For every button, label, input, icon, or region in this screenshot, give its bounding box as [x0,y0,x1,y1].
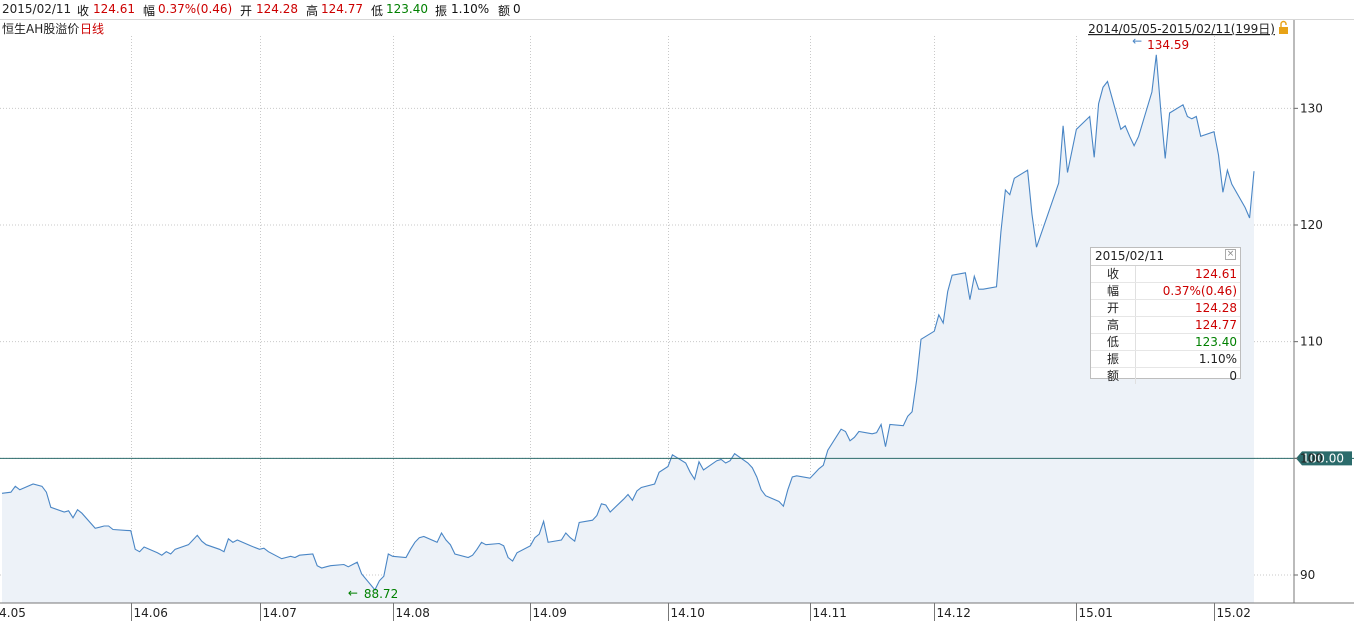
tooltip-row-open: 开 124.28 [1091,300,1240,317]
tooltip-row-change: 幅 0.37%(0.46) [1091,283,1240,300]
min-point-annotation: ← 88.72 [348,586,398,601]
low-label: 低 [371,4,384,18]
tooltip-value: 124.28 [1195,301,1237,315]
tooltip-header: 2015/02/11 × [1091,248,1240,266]
reference-tag-label: 100.00 [1302,451,1344,465]
y-axis: 90 100 110 120 130 [1293,20,1323,603]
data-tooltip-panel: 2015/02/11 × 收 124.61 幅 0.37%(0.46) 开 12… [1090,247,1241,384]
x-tick-label: 14.08 [396,606,430,620]
lock-icon[interactable] [1279,20,1288,35]
x-tick-label: 14.05 [0,606,26,620]
x-axis: 14.05 14.06 14.07 14.08 14.09 14.10 14.11 14.12… [0,602,1354,621]
tooltip-key: 幅 [1091,283,1136,299]
x-tick-label: 15.01 [1079,606,1113,620]
y-tick-label: 90 [1300,568,1315,582]
x-tick-label: 15.02 [1217,606,1251,620]
x-tick-label: 14.06 [134,606,168,620]
tooltip-row-high: 高 124.77 [1091,317,1240,334]
x-tick-label: 14.10 [671,606,705,620]
chart-title: 恒生AH股溢价 [2,22,79,36]
open-label: 开 [240,4,253,18]
y-tick-label: 110 [1300,335,1323,349]
tooltip-row-low: 低 123.40 [1091,334,1240,351]
x-tick-label: 14.11 [813,606,847,620]
period-label[interactable]: 日线 [80,22,104,36]
tooltip-value: 0.37%(0.46) [1162,284,1237,298]
amplitude-value: 1.10% [451,2,490,16]
min-arrow-icon: ← [348,586,358,600]
amount-value: 0 [513,2,521,16]
close-value: 124.61 [93,2,135,16]
tooltip-row-amount: 额 0 [1091,368,1240,384]
change-value: 0.37%(0.46) [158,2,233,16]
reference-value-tag: 100.00 [1296,451,1352,466]
tooltip-value: 123.40 [1195,335,1237,349]
open-value: 124.28 [256,2,298,16]
close-label: 收 [77,4,90,18]
x-tick-label: 14.12 [937,606,971,620]
tooltip-value: 1.10% [1198,352,1237,366]
amplitude-label: 振 [435,4,448,18]
amount-label: 额 [498,4,511,18]
y-tick-label: 120 [1300,218,1323,232]
tooltip-key: 振 [1091,351,1136,367]
quote-date: 2015/02/11 [2,2,72,16]
tooltip-key: 高 [1091,317,1136,333]
y-tick-label: 100 [1300,451,1323,465]
low-value: 123.40 [386,2,428,16]
min-point-label: 88.72 [364,587,398,601]
x-tick-label: 14.07 [263,606,297,620]
high-value: 124.77 [321,2,363,16]
tooltip-key: 额 [1091,368,1136,384]
max-point-annotation: ← 134.59 [1132,34,1189,52]
close-icon[interactable]: × [1225,249,1236,260]
tooltip-key: 开 [1091,300,1136,316]
tooltip-date: 2015/02/11 [1095,249,1165,263]
tooltip-value: 0 [1229,369,1237,383]
series-area-fill [2,54,1254,604]
y-tick-label: 130 [1300,101,1323,115]
series-line[interactable] [1,54,1255,591]
tooltip-row-close: 收 124.61 [1091,266,1240,283]
max-arrow-icon: ← [1132,34,1142,48]
date-range-label[interactable]: 2014/05/05-2015/02/11(199日) [1088,22,1275,36]
tooltip-value: 124.77 [1195,318,1237,332]
reference-tag-shape [1296,451,1352,466]
high-label: 高 [306,4,319,18]
max-point-label: 134.59 [1147,38,1189,52]
x-tick-label: 14.09 [533,606,567,620]
change-label: 幅 [143,4,156,18]
quote-header-bar: 2015/02/11 收 124.61 幅 0.37%(0.46) 开 124.… [0,0,1354,20]
tooltip-key: 低 [1091,334,1136,350]
tooltip-row-amplitude: 振 1.10% [1091,351,1240,368]
tooltip-key: 收 [1091,266,1136,282]
tooltip-value: 124.61 [1195,267,1237,281]
